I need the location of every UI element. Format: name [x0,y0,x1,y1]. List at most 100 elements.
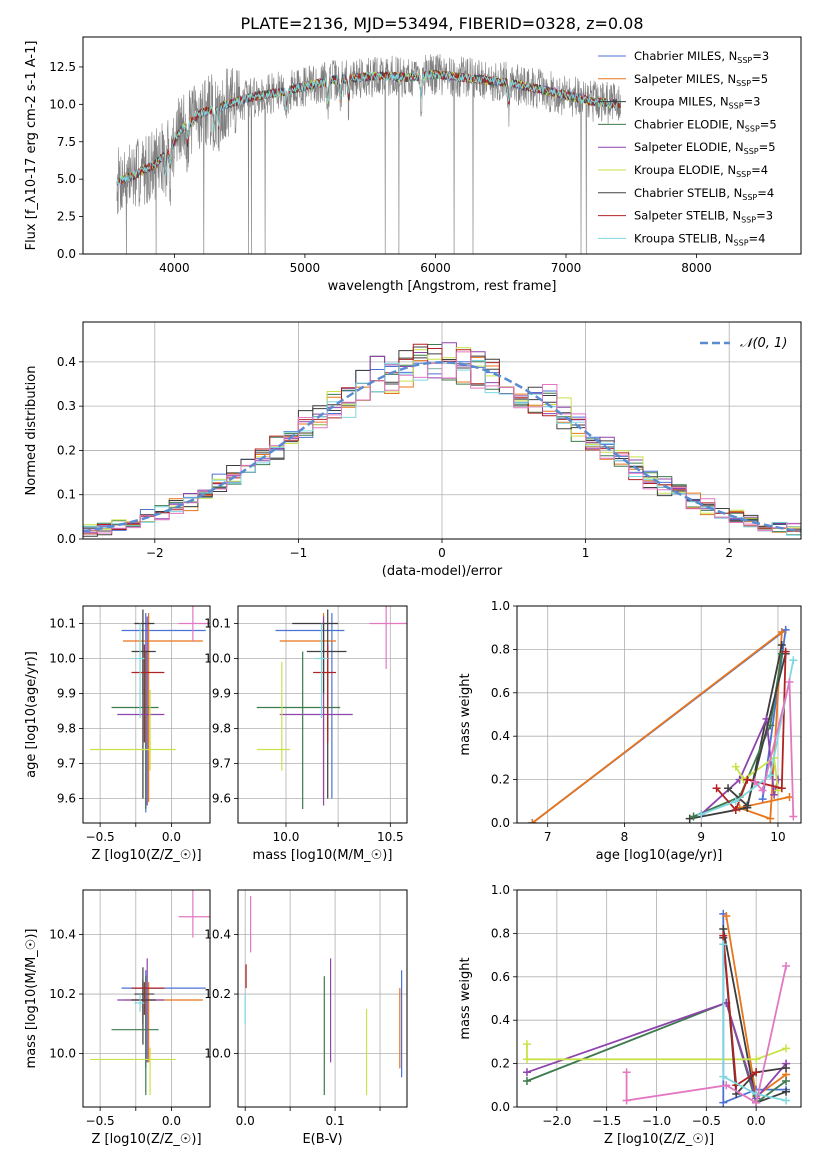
axes-frame [82,889,211,1108]
x-tick-label: 7000 [551,261,582,275]
axes-frame [82,321,802,540]
legend-text: Chabrier ELODIE, N [634,117,745,131]
x-tick-label: 0.1 [326,1114,345,1128]
plot-area [244,895,403,1096]
errorbar-point [279,616,353,806]
weight-marker [777,784,786,793]
legend-text: Salpeter ELODIE, N [634,140,744,154]
legend-text: Salpeter MILES, N [634,72,736,86]
plot-area [83,342,801,537]
weight-marker [750,777,759,786]
legend-entry: Chabrier MILES, NSSP=3 [634,49,769,65]
weight-series-4 [526,1001,787,1101]
errorbar-point [131,967,156,1024]
residuals-panel: −2 −1 0 1 2 0.0 0.1 0.2 0.3 0.4 (data-model)/error… [24,321,802,579]
weight-series-6 [722,937,787,1097]
weight-marker [766,771,775,780]
weight-marker [731,762,740,771]
weight-marker [689,812,698,821]
y-tick-label: 0.0 [57,247,76,261]
errorbar-point [256,651,341,809]
axes-frame [82,605,211,824]
y-tick-label: 0.4 [57,355,76,369]
y-tick-label: 12.5 [49,60,76,74]
weight-marker [522,1055,531,1064]
weight-marker [777,641,786,650]
weight-marker [782,1096,791,1105]
legend-entry: Salpeter MILES, NSSP=5 [634,72,768,88]
y-tick-label: 5.0 [57,172,76,186]
y-tick-label: 0.1 [57,488,76,502]
legend-subscript: SSP [736,170,751,179]
x-tick-label: −2.0 [542,1114,571,1128]
legend-subscript: SSP [729,102,744,111]
legend-entry: Salpeter ELODIE, NSSP=5 [634,140,776,156]
legend-entry: Chabrier ELODIE, NSSP=5 [634,117,777,133]
weight-marker [758,795,767,804]
x-axis-label: Z [log10(Z/Z_☉)] [91,848,201,863]
weight-marker [752,1098,761,1107]
plot-area [528,625,798,823]
legend-subscript: SSP [736,79,751,88]
legend-suffix: =5 [760,117,777,131]
legend-text: Kroupa STELIB, N [634,231,734,245]
x-tick-label: −1.0 [642,1114,671,1128]
y-axis-label: mass [log10(M/M_☉)] [24,929,39,1069]
y-axis-label: mass weight [458,957,473,1039]
legend-subscript: SSP [742,193,757,202]
x-tick-label: 9 [697,830,705,844]
legend-suffix: =3 [752,49,769,63]
x-tick-label: −1.5 [592,1114,621,1128]
x-tick-label: 7 [544,830,552,844]
x-tick-label: 10 [770,830,785,844]
weight-marker [522,1068,531,1077]
legend-suffix: =3 [756,209,773,223]
legend-subscript: SSP [734,238,749,247]
legend-suffix: =4 [749,231,766,245]
y-tick-label: 0.6 [491,686,510,700]
weight-marker [773,775,782,784]
model-spectrum-8 [116,70,621,186]
y-tick-label: 0.2 [491,773,510,787]
y-tick-label: 10.2 [204,987,231,1001]
weight-marker [719,931,728,940]
y-tick-label: 10.0 [49,652,76,666]
legend-entry: Chabrier STELIB, NSSP=4 [634,186,774,202]
errorbar-point [313,644,337,743]
weight-marker [785,677,794,686]
legend-text: Kroupa ELODIE, N [634,163,736,177]
mass-vs-ebv-panel: 0.0 0.1 10.0 10.2 10.4 E(B-V) [204,889,408,1147]
y-tick-label: 0.4 [491,1013,510,1027]
y-tick-label: 0.6 [491,970,510,984]
x-axis-label: age [log10(age/yr)] [596,848,723,863]
y-tick-label: 10.0 [204,1046,231,1060]
errorbar-point [131,644,165,743]
errorbar-point [178,890,210,938]
mass-weight-vs-metallicity-panel: −2.0 −1.5 −1.0 −0.5 0.0 0.0 0.2 0.4 0.6 0.8 1.0 Z [… [458,883,802,1147]
axes-frame [82,36,802,255]
x-tick-label: 0.0 [747,1114,766,1128]
x-tick-label: 1 [582,546,590,560]
weight-marker [789,812,798,821]
x-axis-label: Z [log10(Z/Z_☉)] [91,1132,201,1147]
y-tick-label: 9.7 [212,757,231,771]
errorbar-point [134,994,145,1012]
x-tick-label: 6000 [420,261,451,275]
weight-marker [722,1081,731,1090]
errorbar-point [292,609,339,799]
legend-entry: Kroupa MILES, NSSP=3 [634,95,760,111]
y-tick-label: 9.9 [57,687,76,701]
errorbar-point [131,982,165,1015]
y-tick-label: 10.1 [204,617,231,631]
y-tick-label: 10.4 [49,928,76,942]
y-tick-label: 0.2 [57,443,76,457]
weight-marker [622,1068,631,1077]
plot-area [522,909,791,1107]
plot-area [90,606,210,813]
weight-marker [782,1076,791,1085]
errorbar-point [90,690,176,771]
x-tick-label: 0.0 [236,1114,255,1128]
legend-subscript: SSP [737,56,752,65]
model-spectrum-6 [116,70,621,185]
